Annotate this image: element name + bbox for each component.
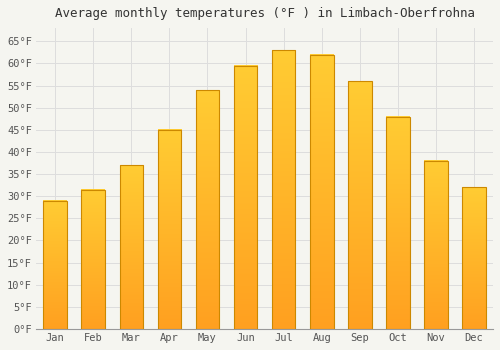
Bar	[462, 187, 486, 329]
Title: Average monthly temperatures (°F ) in Limbach-Oberfrohna: Average monthly temperatures (°F ) in Li…	[54, 7, 474, 20]
Bar	[82, 190, 105, 329]
Bar	[348, 81, 372, 329]
Bar	[272, 50, 295, 329]
Bar	[424, 161, 448, 329]
Bar	[234, 66, 258, 329]
Bar	[386, 117, 409, 329]
Bar	[44, 201, 67, 329]
Bar	[310, 55, 334, 329]
Bar	[158, 130, 181, 329]
Bar	[120, 165, 143, 329]
Bar	[196, 90, 220, 329]
